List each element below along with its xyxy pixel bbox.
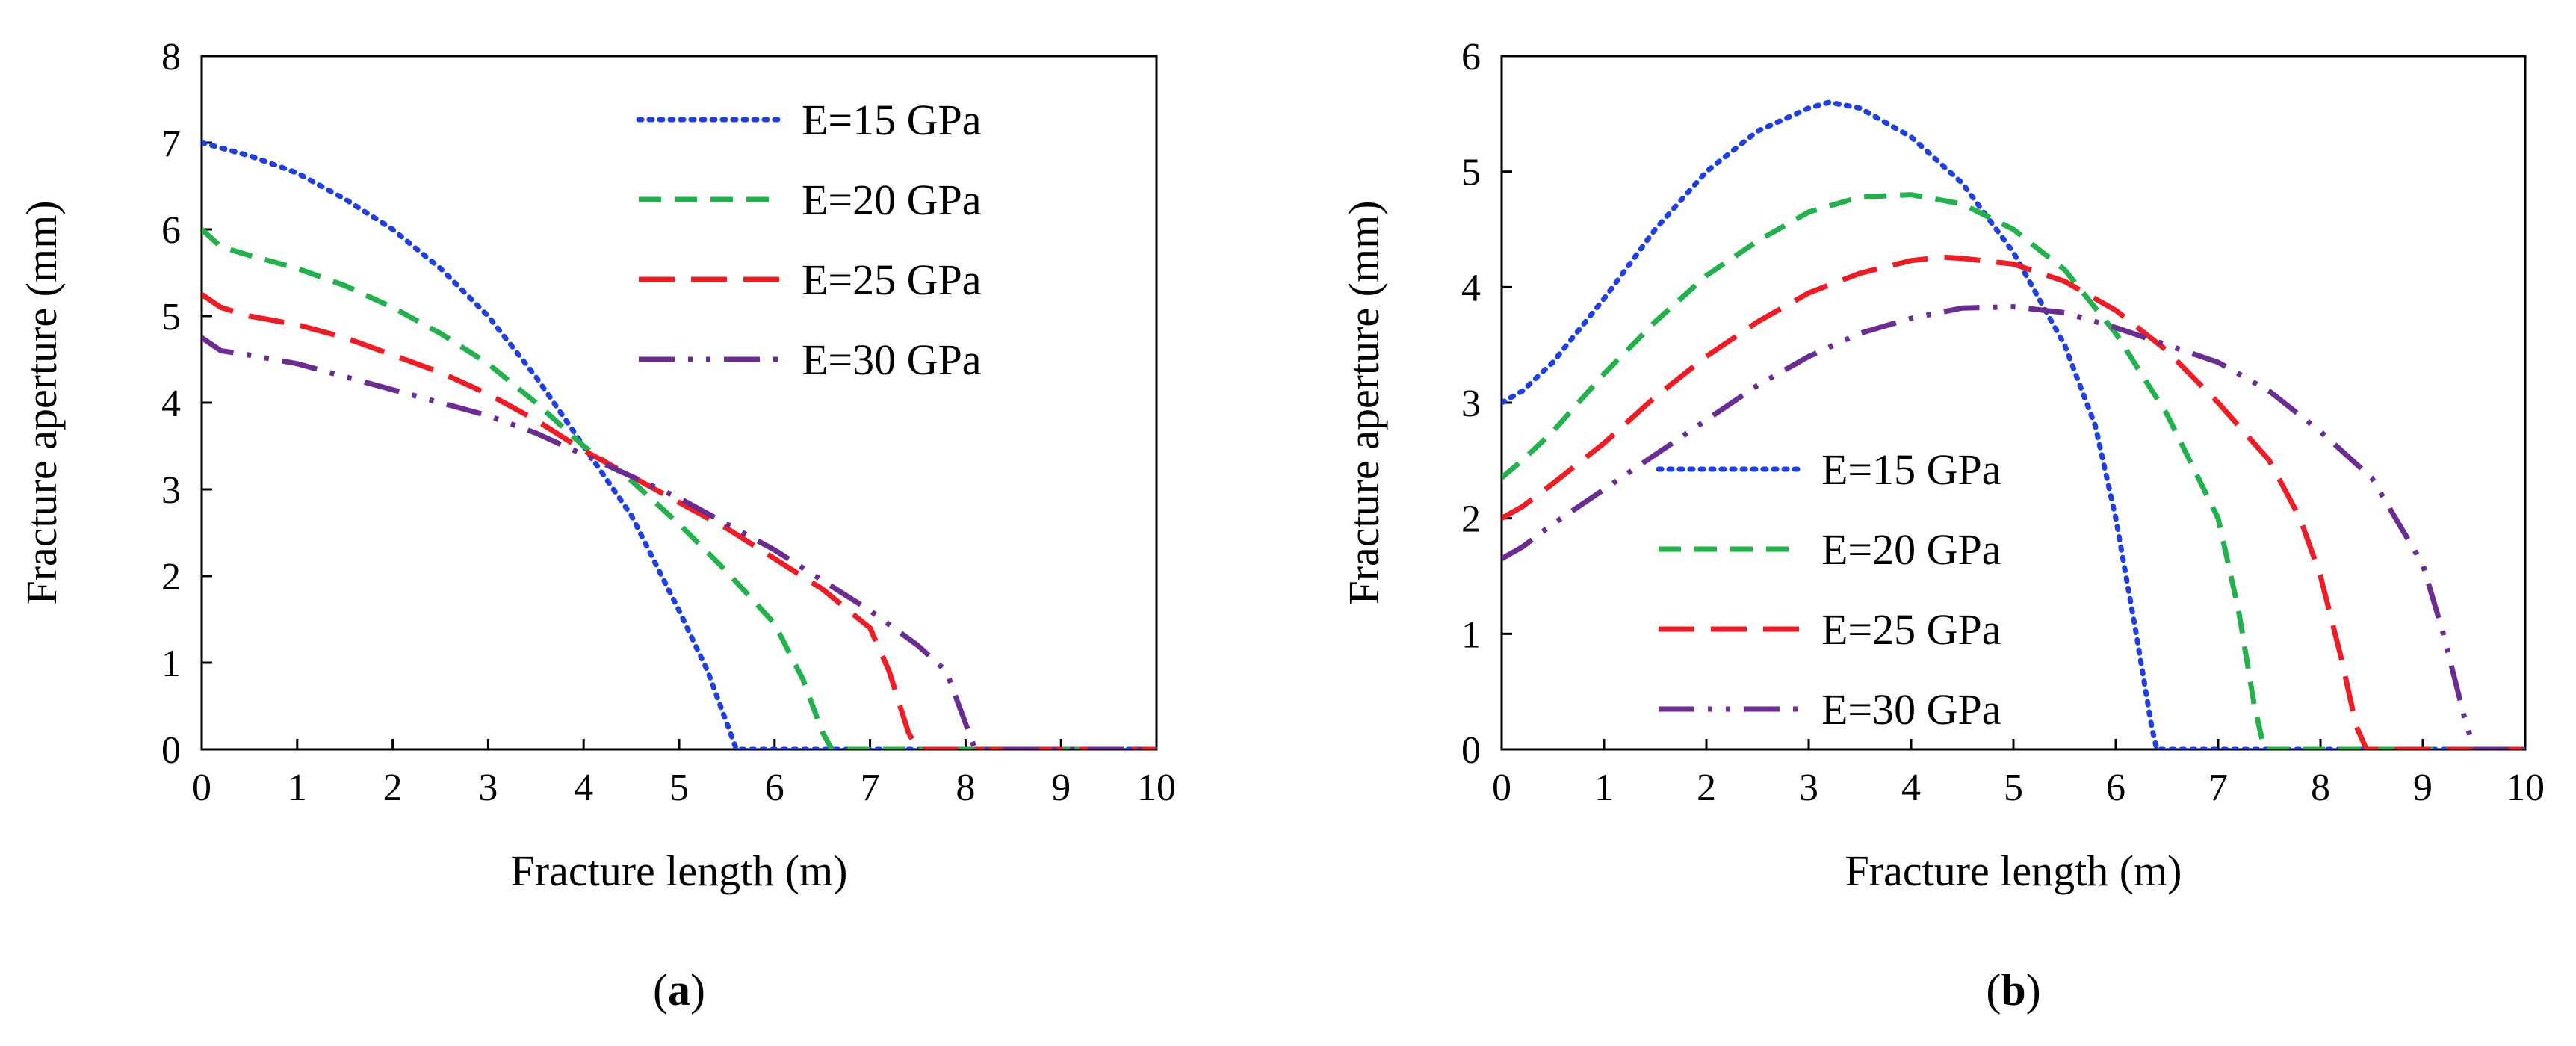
legend-label: E=25 GPa — [1821, 605, 2001, 654]
x-tick-label: 7 — [2208, 767, 2228, 809]
legend-label: E=20 GPa — [802, 176, 982, 224]
series-line-e-25-gpa — [202, 292, 1157, 749]
x-tick-label: 9 — [1051, 767, 1071, 809]
chart-panel-a: 0 1 2 3 4 5 6 7 8 9 10 0 1 2 3 4 5 6 7 8 Fracture length (m)… — [17, 36, 1176, 1015]
chart-panel-b: 0 1 2 3 4 5 6 7 8 9 10 0 1 2 3 4 5 6 Fracture length (m) Fr… — [1340, 36, 2545, 1015]
x-tick-label: 1 — [1594, 767, 1614, 809]
panel-label: (a) — [653, 965, 705, 1015]
x-tick-label: 4 — [574, 767, 593, 809]
y-tick-label: 3 — [1461, 383, 1481, 425]
x-tick-label: 6 — [2106, 767, 2125, 809]
y-tick-label: 5 — [1461, 152, 1481, 194]
x-tick-label: 10 — [1137, 767, 1176, 809]
y-tick-label: 1 — [161, 643, 181, 685]
x-tick-label: 10 — [2506, 767, 2545, 809]
y-tick-label: 0 — [161, 729, 181, 772]
y-tick-label: 4 — [1461, 267, 1481, 309]
x-tick-label: 7 — [861, 767, 880, 809]
x-tick-label: 2 — [383, 767, 403, 809]
series-line-e-15-gpa — [1502, 99, 2525, 749]
y-tick-label: 6 — [161, 209, 181, 252]
x-tick-label: 9 — [2413, 767, 2433, 809]
x-tick-label: 3 — [478, 767, 498, 809]
panel-label-close: ) — [2026, 965, 2041, 1015]
panel-label-letter: b — [2001, 965, 2025, 1015]
legend-label: E=30 GPa — [802, 335, 982, 384]
series-line-e-25-gpa — [1502, 254, 2525, 749]
plot-frame — [1500, 55, 2527, 751]
y-tick-label: 3 — [161, 469, 181, 512]
x-tick-label: 3 — [1799, 767, 1818, 809]
y-tick-label: 7 — [161, 123, 181, 165]
y-axis-title: Fracture aperture (mm) — [17, 200, 66, 604]
x-axis-title: Fracture length (m) — [1845, 847, 2182, 895]
x-tick-label: 1 — [288, 767, 307, 809]
series-line-e-30-gpa — [1502, 304, 2525, 749]
y-tick-label: 2 — [1461, 498, 1481, 541]
x-axis-title: Fracture length (m) — [511, 847, 848, 895]
y-axis-title: Fracture aperture (mm) — [1340, 200, 1388, 604]
y-tick-label: 2 — [161, 556, 181, 598]
x-tick-label: 8 — [2311, 767, 2330, 809]
legend-label: E=15 GPa — [1821, 445, 2001, 494]
series-line-e-30-gpa — [202, 335, 1157, 749]
x-tick-label: 4 — [1901, 767, 1921, 809]
panel-label: (b) — [1986, 965, 2040, 1015]
legend-label: E=25 GPa — [802, 256, 982, 304]
series-line-e-20-gpa — [1502, 192, 2525, 749]
x-tick-label: 0 — [192, 767, 211, 809]
x-tick-label: 5 — [2004, 767, 2023, 809]
series-line-e-15-gpa — [202, 140, 1157, 749]
legend-label: E=30 GPa — [1821, 685, 2001, 734]
panel-label-close: ) — [690, 965, 705, 1015]
legend-label: E=15 GPa — [802, 96, 982, 144]
x-tick-label: 6 — [765, 767, 784, 809]
y-tick-label: 6 — [1461, 36, 1481, 78]
y-tick-label: 4 — [161, 383, 181, 425]
panel-label-open: ( — [1986, 965, 2001, 1015]
legend: E=15 GPa E=20 GPa E=25 GPa E=30 GPa — [636, 96, 982, 384]
plot-frame — [200, 55, 1158, 751]
panel-label-open: ( — [653, 965, 668, 1015]
x-tick-label: 0 — [1492, 767, 1511, 809]
y-tick-label: 1 — [1461, 613, 1481, 656]
legend-label: E=20 GPa — [1821, 525, 2001, 574]
y-tick-label: 0 — [1461, 729, 1481, 772]
legend: E=15 GPa E=20 GPa E=25 GPa E=30 GPa — [1656, 445, 2001, 734]
y-tick-label: 5 — [161, 296, 181, 338]
series-line-e-20-gpa — [202, 227, 1157, 749]
x-tick-label: 8 — [956, 767, 975, 809]
panel-label-letter: a — [668, 965, 690, 1015]
x-tick-label: 5 — [669, 767, 689, 809]
y-tick-label: 8 — [161, 36, 181, 78]
x-tick-label: 2 — [1697, 767, 1716, 809]
